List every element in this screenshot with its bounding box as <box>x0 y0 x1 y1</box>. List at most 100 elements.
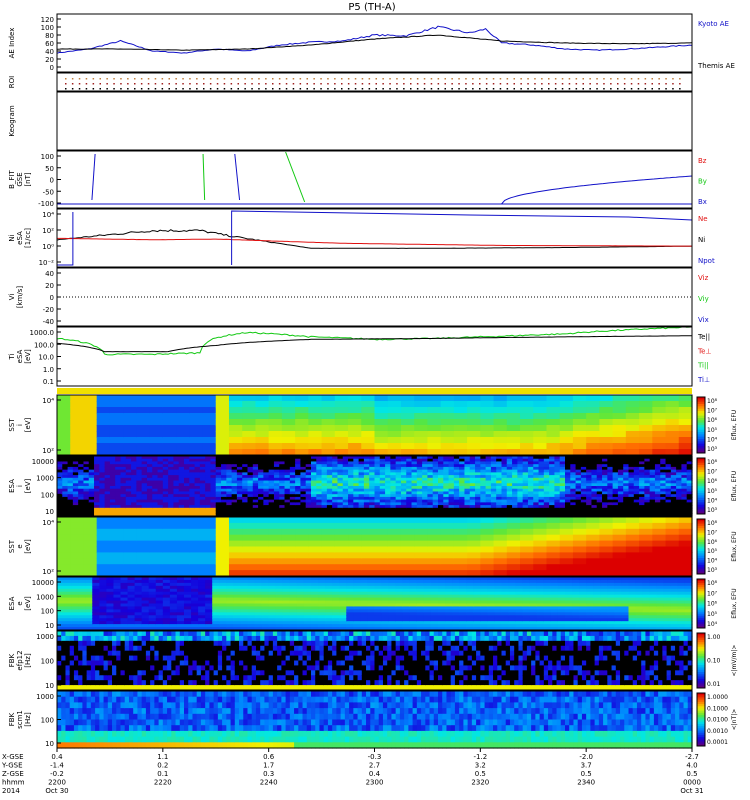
esa-ion-cell <box>464 505 471 509</box>
sst-electron-cell <box>440 517 455 524</box>
esa-ion-cell <box>580 507 587 512</box>
sst-electron-cell <box>665 517 680 524</box>
esa-ion-cell <box>210 507 217 512</box>
esa-ion-cell <box>617 456 624 460</box>
esa-ion-cell <box>231 461 238 465</box>
esa-ion-cell <box>676 458 683 463</box>
roi-dot <box>71 88 74 90</box>
roi-dot <box>534 88 536 90</box>
sst-ion-cell <box>506 407 521 414</box>
esa-ion-cell <box>411 491 418 495</box>
esa-ion-cell <box>295 461 302 465</box>
colorbar-cell-esa_e <box>697 597 705 600</box>
esa-ion-cell <box>109 491 116 495</box>
esa-ion-cell <box>83 483 90 487</box>
esa-ion-cell <box>665 469 672 473</box>
esa-ion-cell <box>586 507 593 512</box>
esa-ion-cell <box>157 491 164 495</box>
esa-ion-cell <box>353 483 360 487</box>
esa-electron-cell <box>212 606 220 610</box>
esa-ion-cell <box>78 513 85 517</box>
esa-ion-cell <box>242 477 249 482</box>
esa-electron-cell <box>162 627 171 631</box>
esa-ion-cell <box>649 491 656 495</box>
esa-ion-cell <box>247 505 254 509</box>
esa-ion-cell <box>263 486 270 490</box>
esa-electron-cell <box>127 609 136 613</box>
esa-ion-cell <box>115 505 122 509</box>
esa-electron-cell <box>402 612 411 616</box>
esa-ion-cell <box>400 507 407 512</box>
esa-ion-cell <box>231 472 238 476</box>
esa-electron-cell <box>282 609 291 613</box>
roi-dot <box>568 88 571 90</box>
sst-electron-cell <box>255 558 270 565</box>
esa-ion-cell <box>178 456 185 460</box>
esa-ion-cell <box>141 491 148 495</box>
esa-ion-cell <box>321 466 328 471</box>
esa-ion-cell <box>469 486 476 490</box>
esa-ion-cell <box>104 491 111 495</box>
esa-ion-cell <box>538 494 545 498</box>
roi-dot <box>368 78 371 80</box>
esa-electron-cell <box>416 603 425 608</box>
esa-ion-cell <box>512 507 518 512</box>
esa-electron-cell <box>374 606 383 610</box>
esa-ion-cell <box>342 461 349 465</box>
esa-ion-cell <box>390 491 397 495</box>
esa-electron-cell <box>99 594 107 599</box>
esa-ion-cell <box>295 510 302 514</box>
esa-ion-cell <box>300 475 307 479</box>
esa-ion-cell <box>316 456 323 460</box>
esa-ion-cell <box>395 475 402 479</box>
esa-ion-cell <box>326 510 333 514</box>
esa-ion-cell <box>263 477 270 482</box>
esa-electron-cell <box>282 621 291 625</box>
sst-electron-cell <box>427 517 442 524</box>
roi-dot <box>278 78 281 80</box>
esa-ion-cell <box>649 475 656 479</box>
esa-electron-cell <box>360 597 369 602</box>
sst-ion-cell <box>400 437 415 444</box>
esa-ion-cell <box>522 486 529 490</box>
esa-electron-cell <box>325 597 333 602</box>
esa-ion-cell <box>295 458 302 463</box>
sst-electron-cell <box>334 540 349 548</box>
esa-electron-cell <box>360 591 369 596</box>
sst-ion-cell <box>136 437 151 444</box>
esa-electron-cell <box>148 618 157 622</box>
esa-ion-cell <box>570 496 577 501</box>
esa-ion-cell <box>469 513 476 517</box>
esa-electron-cell <box>423 588 432 593</box>
esa-ion-cell <box>591 502 598 506</box>
esa-ion-cell <box>522 507 529 512</box>
esa-ion-cell <box>199 483 206 487</box>
roi-dot <box>651 88 653 90</box>
esa-ion-cell <box>602 494 608 498</box>
esa-ion-cell <box>305 505 312 509</box>
esa-ion-cell <box>448 472 455 476</box>
esa-ion-cell <box>432 469 439 473</box>
esa-ion-cell <box>565 510 571 514</box>
esa-ion-cell <box>321 499 328 503</box>
esa-electron-cell <box>120 582 129 587</box>
esa-ion-cell <box>469 502 476 506</box>
esa-ion-cell <box>258 466 264 471</box>
esa-ion-cell <box>83 496 90 501</box>
sst-electron-cell <box>572 552 587 559</box>
esa-ion-cell <box>62 499 69 503</box>
esa-ion-cell <box>295 488 302 493</box>
esa-ion-cell <box>215 464 222 468</box>
esa-ion-cell <box>570 466 577 471</box>
sst-ion-cell <box>136 449 151 456</box>
esa-electron-cell <box>261 585 270 590</box>
esa-ion-cell <box>501 464 508 468</box>
esa-ion-cell <box>400 483 407 487</box>
esa-electron-cell <box>85 621 93 625</box>
roi-dot <box>292 78 295 80</box>
esa-ion-cell <box>136 483 143 487</box>
esa-ion-cell <box>427 499 434 503</box>
esa-ion-cell <box>570 510 577 514</box>
esa-electron-cell <box>367 621 376 625</box>
sst-ion-cell <box>83 419 98 426</box>
